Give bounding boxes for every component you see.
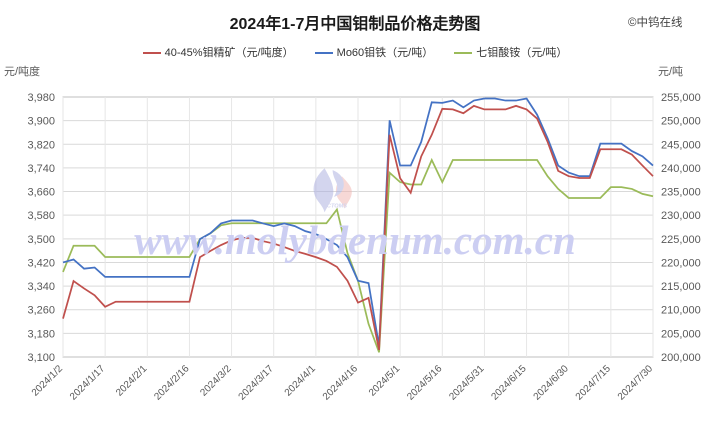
svg-text:2024/3/17: 2024/3/17 (237, 363, 277, 403)
svg-text:3,740: 3,740 (27, 163, 55, 175)
svg-text:2024/2/1: 2024/2/1 (114, 363, 150, 399)
svg-text:2024/6/15: 2024/6/15 (489, 363, 529, 403)
svg-text:2024/1/2: 2024/1/2 (30, 363, 66, 399)
svg-text:2024/6/30: 2024/6/30 (532, 363, 572, 403)
svg-text:2024/7/30: 2024/7/30 (616, 363, 656, 403)
svg-text:3,980: 3,980 (27, 92, 55, 104)
svg-text:2024/2/16: 2024/2/16 (152, 363, 192, 403)
svg-text:215,000: 215,000 (661, 281, 701, 293)
svg-text:2024/5/16: 2024/5/16 (405, 363, 445, 403)
svg-text:2024/5/31: 2024/5/31 (447, 363, 487, 403)
svg-text:250,000: 250,000 (661, 116, 701, 128)
svg-text:200,000: 200,000 (661, 352, 701, 364)
svg-text:245,000: 245,000 (661, 139, 701, 151)
svg-text:3,100: 3,100 (27, 352, 55, 364)
svg-text:210,000: 210,000 (661, 305, 701, 317)
svg-text:2024/4/16: 2024/4/16 (321, 363, 361, 403)
svg-text:2024/1/17: 2024/1/17 (68, 363, 108, 403)
svg-text:3,820: 3,820 (27, 139, 55, 151)
svg-text:3,260: 3,260 (27, 305, 55, 317)
svg-text:3,900: 3,900 (27, 116, 55, 128)
svg-text:3,340: 3,340 (27, 281, 55, 293)
svg-text:2024/7/15: 2024/7/15 (574, 363, 614, 403)
svg-text:2024/3/2: 2024/3/2 (198, 363, 234, 399)
svg-text:240,000: 240,000 (661, 163, 701, 175)
svg-text:2024/5/1: 2024/5/1 (367, 363, 403, 399)
svg-text:205,000: 205,000 (661, 328, 701, 340)
svg-text:255,000: 255,000 (661, 92, 701, 104)
svg-text:235,000: 235,000 (661, 187, 701, 199)
svg-text:2024/4/1: 2024/4/1 (283, 363, 319, 399)
svg-text:3,180: 3,180 (27, 328, 55, 340)
svg-text:3,660: 3,660 (27, 187, 55, 199)
